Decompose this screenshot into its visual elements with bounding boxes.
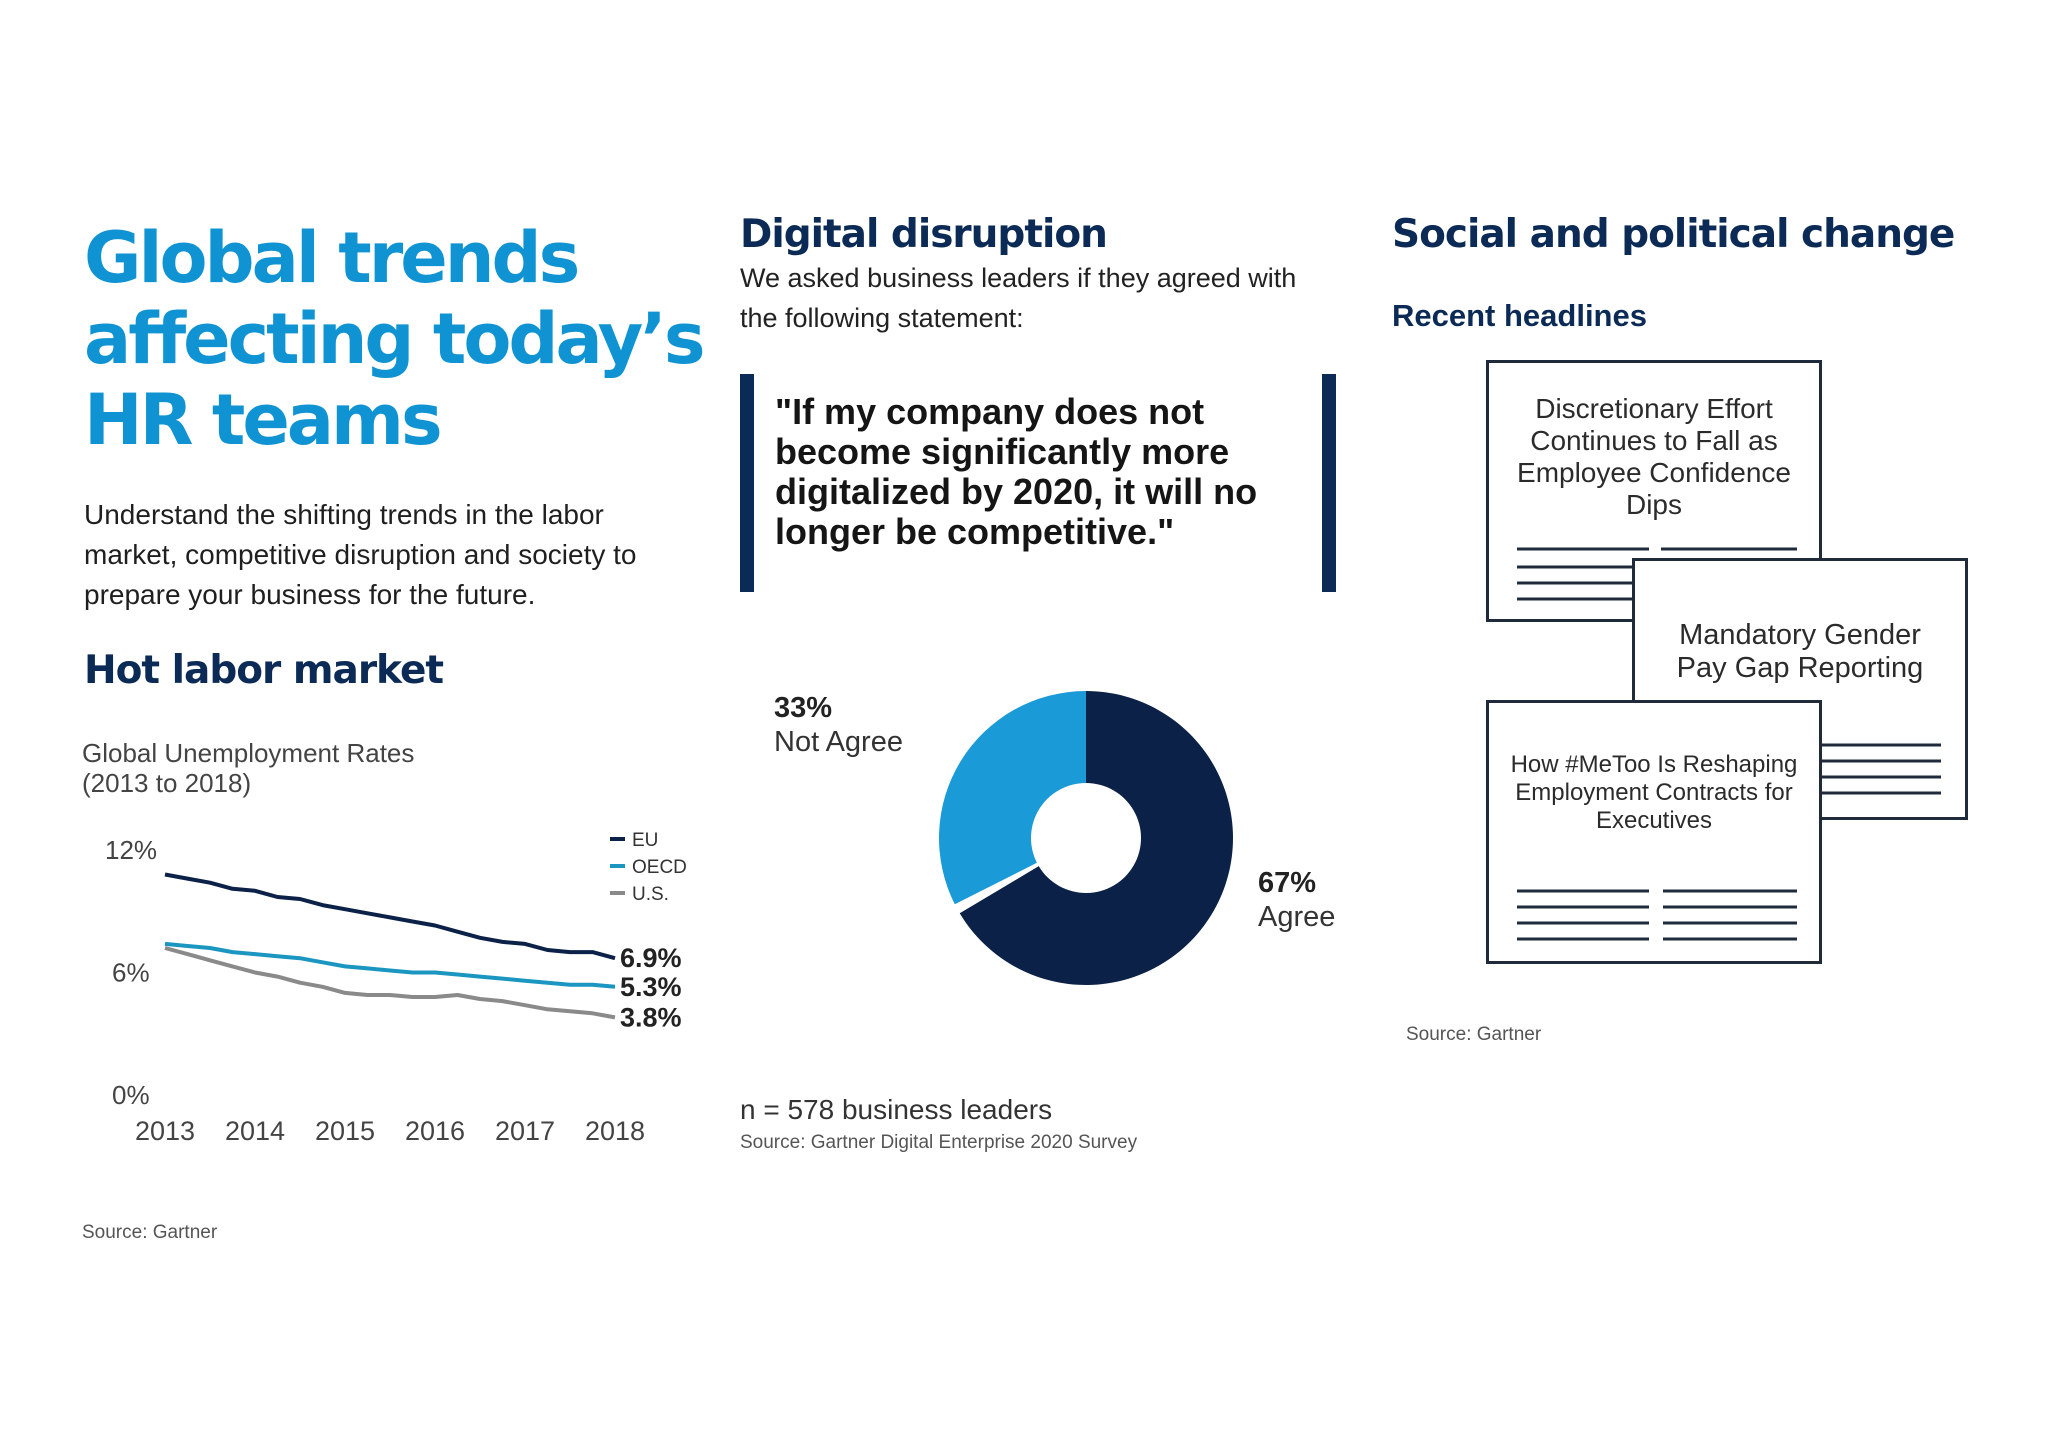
intro-paragraph: Understand the shifting trends in the la… bbox=[84, 499, 637, 610]
x-tick-label: 2014 bbox=[225, 1116, 285, 1146]
y-tick-label: 12% bbox=[105, 835, 157, 865]
page-title-line-1: Global trends bbox=[84, 217, 580, 299]
social-political-heading: Social and political change bbox=[1392, 212, 1955, 257]
not-agree-value-label: 33% bbox=[774, 692, 832, 724]
not-agree-label: Not Agree bbox=[774, 726, 903, 758]
headline-card-2-text: Mandatory Gender Pay Gap Reporting bbox=[1676, 619, 1924, 684]
headline-card-1-text: Discretionary Effort Continues to Fall a… bbox=[1517, 393, 1791, 520]
quote-bar-left bbox=[740, 374, 754, 592]
survey-question-intro: We asked business leaders if they agreed… bbox=[740, 263, 1297, 333]
series-line-us bbox=[164, 946, 616, 1020]
unemployment-chart-title-line-2: (2013 to 2018) bbox=[82, 768, 252, 798]
x-tick-label: 2013 bbox=[135, 1116, 195, 1146]
unemployment-line-chart: 12% 6% 0% 2013 2014 2015 2016 2017 2018 EU OECD U… bbox=[105, 830, 687, 1146]
donut-slice-agree bbox=[959, 691, 1233, 985]
donut-slice-not-agree bbox=[939, 691, 1086, 905]
page-title-line-3: HR teams bbox=[84, 379, 443, 461]
agreement-donut-chart: 67%Agree 33%Not Agree bbox=[774, 691, 1335, 985]
legend-label: EU bbox=[632, 830, 658, 851]
sample-size-note: n = 578 business leaders bbox=[740, 1094, 1053, 1125]
end-value-label: 6.9% bbox=[620, 943, 682, 973]
digital-disruption-heading: Digital disruption bbox=[740, 212, 1108, 257]
headline-card-3-lines bbox=[1517, 889, 1797, 941]
agree-label: Agree bbox=[1258, 901, 1335, 933]
legend-label: U.S. bbox=[632, 884, 669, 905]
end-value-label: 3.8% bbox=[620, 1002, 682, 1032]
agree-value-label: 67% bbox=[1258, 867, 1316, 899]
x-tick-label: 2016 bbox=[405, 1116, 465, 1146]
hot-labor-heading: Hot labor market bbox=[84, 648, 444, 693]
page-title: Global trends affecting today’s HR teams bbox=[84, 217, 706, 461]
unemployment-chart-title-line-1: Global Unemployment Rates bbox=[82, 738, 415, 768]
x-tick-label: 2015 bbox=[315, 1116, 375, 1146]
unemployment-chart-title: Global Unemployment Rates (2013 to 2018) bbox=[82, 738, 482, 798]
headline-card-2-lines bbox=[1821, 743, 1941, 795]
social-source: Source: Gartner bbox=[1406, 1024, 1542, 1045]
x-tick-label: 2018 bbox=[585, 1116, 645, 1146]
labor-source: Source: Gartner bbox=[82, 1222, 218, 1243]
digital-source: Source: Gartner Digital Enterprise 2020 … bbox=[740, 1132, 1138, 1153]
x-tick-label: 2017 bbox=[495, 1116, 555, 1146]
legend-label: OECD bbox=[632, 857, 687, 878]
quote-bar-right bbox=[1322, 374, 1336, 592]
series-line-oecd bbox=[164, 941, 616, 989]
y-tick-label: 6% bbox=[112, 958, 150, 988]
series-line-eu bbox=[164, 872, 616, 961]
y-tick-label: 0% bbox=[112, 1080, 150, 1110]
headline-card-1-lines bbox=[1517, 547, 1797, 601]
headline-card-3-text: How #MeToo Is Reshaping Employment Contr… bbox=[1510, 751, 1798, 834]
headline-card-3: How #MeToo Is Reshaping Employment Contr… bbox=[1486, 700, 1822, 964]
survey-quote: "If my company does not become significa… bbox=[775, 391, 1258, 552]
end-value-label: 5.3% bbox=[620, 972, 682, 1002]
recent-headlines-subheading: Recent headlines bbox=[1392, 298, 1647, 333]
page-title-line-2: affecting today’s bbox=[84, 298, 706, 380]
